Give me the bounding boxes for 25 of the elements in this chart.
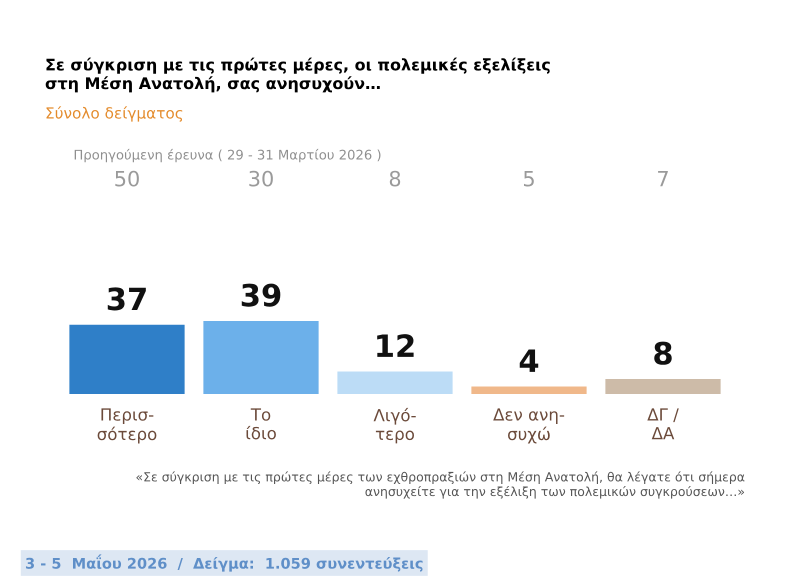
data-label: 8 — [654, 342, 672, 365]
text: Προηγούμενη έρευνα ( 29 - 31 Μαρτίου 2026 ) — [74, 148, 380, 162]
bar — [471, 386, 587, 394]
bar — [605, 379, 721, 394]
x-tick-label: Λιγό- τερο — [374, 408, 416, 444]
bar — [337, 372, 453, 394]
text: 3 - 5 Μαΐου 2026 / Δείγμα: 1.059 συνεντεύξεις — [26, 554, 423, 572]
text: 50 — [115, 170, 139, 187]
bar — [69, 324, 185, 394]
x-tick-label: ΔΓ / ΔΑ — [647, 408, 679, 440]
chart-title: Σε σύγκριση με τις πρώτες μέρες, οι πολεμικές εξελίξεις στη Μέση Ανατολή, σας ανησυχούν… — [46, 58, 550, 92]
data-label: 4 — [520, 350, 538, 372]
data-label: 37 — [108, 287, 146, 310]
data-label: 39 — [242, 284, 280, 307]
bar — [203, 320, 319, 394]
chart-subtitle: Σύνολο δείγματος — [46, 106, 182, 122]
text: 8 — [390, 170, 400, 187]
x-tick-label: Περισ- σότερο — [98, 408, 156, 444]
data-label: 12 — [377, 334, 414, 357]
text: «Σε σύγκριση με τις πρώτες μέρες των εχθροπραξιών στη Μέση Ανατολή, θα λέγατε ότι σήμερα ανησυχείτε για την εξέλιξη των πολεμικών συγκρούσεων…» — [136, 471, 744, 499]
x-tick-label: Το ίδιο — [246, 408, 276, 440]
text: 5 — [524, 171, 534, 187]
text: 7 — [658, 171, 668, 186]
text: 30 — [249, 170, 273, 187]
x-tick-label: Δεν ανη- συχώ — [493, 408, 564, 444]
